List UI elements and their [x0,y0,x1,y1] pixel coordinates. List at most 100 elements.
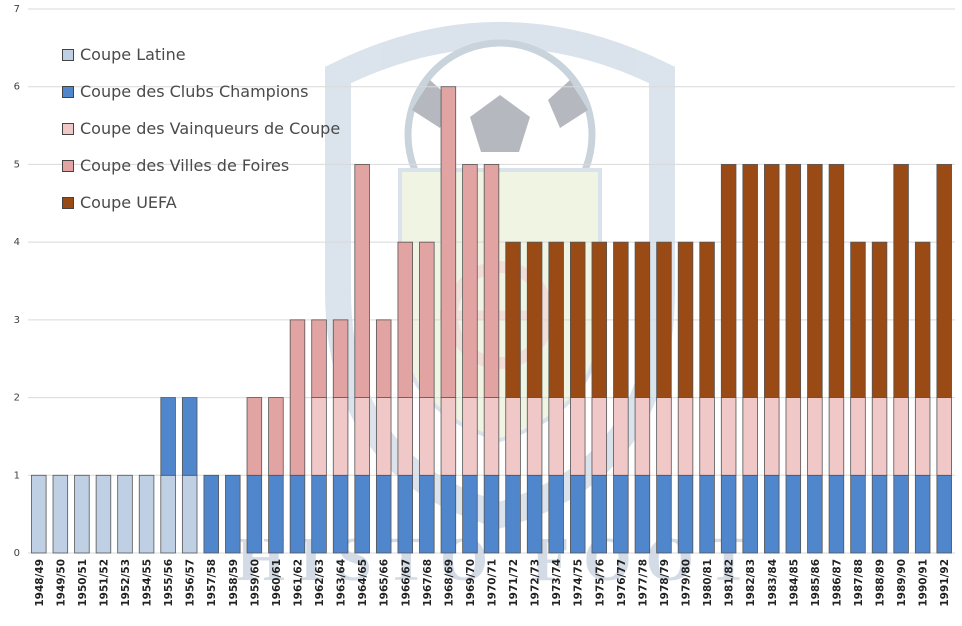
bar-segment [656,397,672,476]
bar-segment [440,86,457,398]
legend-item: Coupe des Villes de Foires [62,147,340,184]
legend-swatch [62,48,74,61]
bar-segment [785,397,802,476]
bar-segment [785,164,802,398]
x-tick-label: 1948/49 [34,559,46,607]
bar-segment [548,241,564,398]
bar-segment [871,474,888,554]
x-tick-label: 1972/73 [530,559,542,607]
bar-segment [613,241,629,398]
bar-segment [332,319,349,398]
bar-segment [914,241,931,398]
bar-segment [893,474,909,554]
bar-segment [720,397,737,476]
bar-segment [742,397,758,476]
bar-segment [914,474,931,554]
bar-segment [936,474,952,554]
x-tick-label: 1961/62 [292,559,304,607]
y-tick-label: 1 [14,470,20,481]
x-tick-label: 1955/56 [163,559,175,607]
bar-segment [699,241,715,398]
bar-segment [677,474,694,554]
bar-segment [483,397,500,476]
bar-segment [311,474,327,554]
bar-segment [548,397,564,476]
bar-segment [807,164,823,398]
x-tick-label: 1977/78 [637,559,649,607]
bar-segment [850,241,866,398]
bar-segment [483,164,500,398]
bar-segment [419,474,435,554]
bar-segment [677,397,694,476]
x-tick-label: 1974/75 [573,559,585,607]
bar-segment [505,397,521,476]
x-tick-label: 1950/51 [77,559,89,607]
x-tick-label: 1983/84 [767,559,779,607]
x-tick-label: 1966/67 [400,559,412,607]
legend-item: Coupe des Vainqueurs de Coupe [62,110,340,147]
bar-segment [893,397,909,476]
bar-segment [807,474,823,554]
bar-segment [117,474,133,554]
x-tick-label: 1951/52 [98,559,110,607]
bar-segment [526,397,543,476]
y-tick-label: 2 [14,393,20,404]
bar-segment [591,241,608,398]
x-tick-label: 1969/70 [465,559,477,607]
bar-segment [828,397,845,476]
bar-segment [311,319,327,398]
x-tick-label: 1957/58 [206,559,218,607]
bar-segment [31,474,47,554]
x-tick-label: 1985/86 [810,559,822,607]
bar-segment [160,474,176,554]
bar-segment [375,397,392,476]
bar-segment [74,474,90,554]
bar-segment [656,474,672,554]
y-tick-label: 3 [14,315,20,326]
x-tick-label: 1960/61 [271,559,283,607]
bar-segment [440,397,457,476]
x-tick-label: 1986/87 [831,559,843,607]
x-tick-label: 1984/85 [788,559,800,607]
x-tick-label: 1988/89 [875,559,887,607]
bar-segment [936,164,952,398]
x-tick-label: 1949/50 [55,559,67,607]
legend: Coupe Latine Coupe des Clubs Champions Cou… [62,36,340,221]
bar-segment [397,474,413,554]
bar-segment [483,474,500,554]
bar-segment [311,397,327,476]
bar-segment [634,474,651,554]
bar-segment [440,474,457,554]
bar-segment [699,474,715,554]
bar-segment [591,474,608,554]
x-tick-label: 1954/55 [142,559,154,607]
bar-segment [850,474,866,554]
x-tick-label: 1989/90 [896,559,908,607]
bar-segment [462,397,478,476]
bar-segment [828,474,845,554]
y-tick-label: 0 [14,548,20,559]
bar-segment [375,319,392,398]
bar-segment [871,241,888,398]
x-tick-label: 1987/88 [853,559,865,607]
bar-segment [52,474,69,554]
bar-segment [462,474,478,554]
bar-segment [462,164,478,398]
bar-segment [332,474,349,554]
bar-segment [828,164,845,398]
bar-segment [526,241,543,398]
legend-swatch [62,122,74,135]
x-tick-label: 1952/53 [120,559,132,607]
x-tick-label: 1958/59 [228,559,240,607]
y-tick-label: 5 [14,159,20,170]
x-tick-label: 1975/76 [594,559,606,607]
x-tick-label: 1962/63 [314,559,326,607]
x-tick-label: 1963/64 [336,559,348,607]
bar-segment [570,241,586,398]
bar-segment [526,474,543,554]
x-tick-label: 1982/83 [745,559,757,607]
legend-label: Coupe des Vainqueurs de Coupe [80,119,341,138]
bar-segment [634,241,651,398]
bar-segment [807,397,823,476]
